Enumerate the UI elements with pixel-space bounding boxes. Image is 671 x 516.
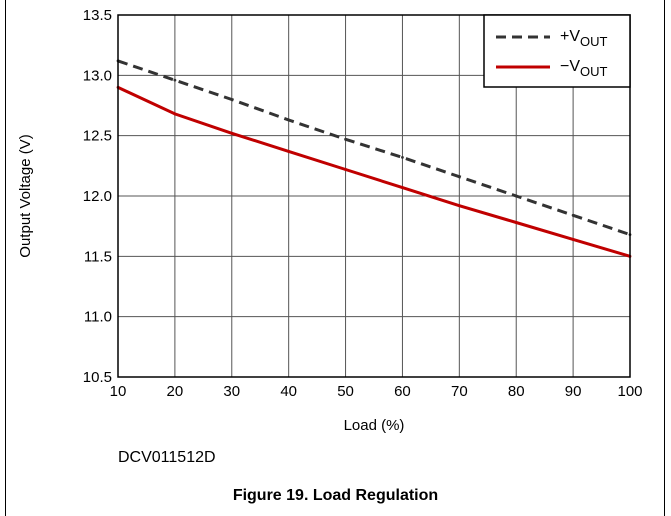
x-tick-label: 20 [167,383,184,400]
plot-border [117,14,631,378]
y-tick-label: 12.5 [83,128,112,145]
data-point [287,149,291,153]
data-point [457,204,461,208]
page-frame-right-line [664,0,665,516]
data-point [457,175,461,179]
y-tick-label: 12.0 [83,188,112,205]
legend-label-main: +V [560,28,580,45]
x-tick-label: 90 [565,383,582,400]
y-tick-label: 11.0 [84,309,112,326]
data-point [571,238,575,241]
x-tick-label: 50 [337,383,354,400]
y-axis-ticks: 10.5 11.0 11.5 12.0 12.5 13.0 13.5 [83,7,112,386]
data-point [344,137,347,141]
data-point [230,131,234,135]
legend-label-subscript: OUT [580,64,608,79]
x-tick-label: 10 [110,383,127,400]
legend-label-subscript: OUT [580,34,608,49]
y-tick-label: 13.0 [83,67,112,84]
data-point [173,112,177,116]
data-point [401,155,404,159]
y-tick-label: 10.5 [83,369,112,386]
x-tick-label: 70 [451,383,468,400]
data-point [287,118,291,122]
x-axis-ticks: 10 20 30 40 50 60 70 80 90 100 [110,383,643,400]
x-tick-label: 40 [280,383,297,400]
series-line-positive-vout [117,59,631,237]
data-point [514,221,518,224]
data-point [571,213,575,217]
y-tick-label: 11.5 [84,248,112,265]
data-point [230,98,234,101]
x-tick-label: 60 [394,383,411,400]
data-point [173,78,177,82]
legend: +VOUT−VOUT [483,14,631,88]
y-axis-title: Output Voltage (V) [17,134,34,257]
data-point [344,168,347,171]
x-axis-title: Load (%) [344,417,405,434]
x-tick-label: 30 [223,383,240,400]
page-frame-left-line [5,0,6,516]
x-tick-label: 80 [508,383,525,400]
x-tick-label: 100 [617,383,642,400]
data-point [401,186,404,189]
load-regulation-chart: 10 20 30 40 50 60 70 80 90 100 10.5 11.0 11.5 12.0 12… [17,7,643,434]
figure-caption: Figure 19. Load Regulation [232,487,439,504]
data-point [514,194,518,198]
legend-label-main: −V [560,58,580,75]
y-tick-label: 13.5 [83,7,112,24]
part-number: DCV011512D [118,449,216,466]
legend-box [483,14,631,88]
legend-label: +VOUT [560,28,608,49]
series-line-negative-vout [117,86,631,258]
legend-label: −VOUT [560,58,608,79]
